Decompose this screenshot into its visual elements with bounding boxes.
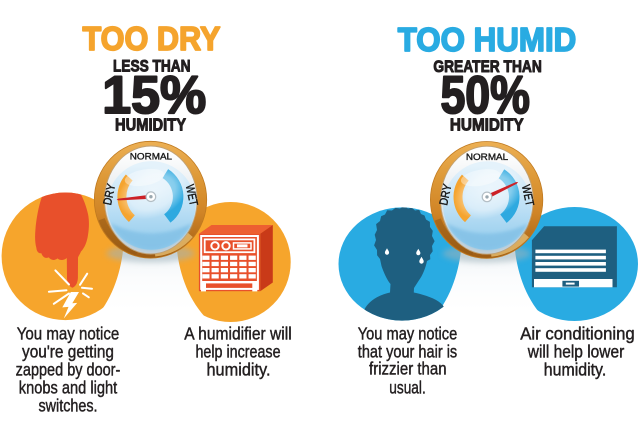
- svg-text:humidity.: humidity.: [544, 360, 607, 380]
- svg-text:A humidifier will: A humidifier will: [184, 324, 291, 344]
- svg-text:50%: 50%: [440, 66, 530, 125]
- svg-text:HUMIDITY: HUMIDITY: [450, 115, 524, 135]
- svg-text:zapped by door-: zapped by door-: [16, 360, 121, 380]
- svg-text:that your hair is: that your hair is: [358, 342, 458, 362]
- svg-text:you're getting: you're getting: [22, 342, 114, 362]
- svg-text:LESS THAN: LESS THAN: [113, 56, 191, 75]
- svg-text:usual.: usual.: [389, 378, 426, 398]
- svg-text:knobs and light: knobs and light: [19, 378, 118, 398]
- svg-text:switches.: switches.: [38, 396, 97, 416]
- svg-text:frizzier than: frizzier than: [369, 358, 447, 378]
- svg-text:15%: 15%: [102, 66, 206, 125]
- svg-text:You may notice: You may notice: [358, 324, 458, 344]
- svg-text:TOO HUMID: TOO HUMID: [398, 21, 577, 58]
- svg-text:Air conditioning: Air conditioning: [520, 324, 635, 344]
- svg-text:will help lower: will help lower: [527, 342, 625, 362]
- svg-text:humidity.: humidity.: [207, 360, 271, 380]
- svg-text:help increase: help increase: [195, 342, 280, 362]
- svg-text:TOO DRY: TOO DRY: [83, 20, 221, 57]
- svg-text:HUMIDITY: HUMIDITY: [115, 115, 186, 135]
- svg-text:GREATER THAN: GREATER THAN: [433, 57, 542, 76]
- svg-text:You may notice: You may notice: [17, 324, 120, 344]
